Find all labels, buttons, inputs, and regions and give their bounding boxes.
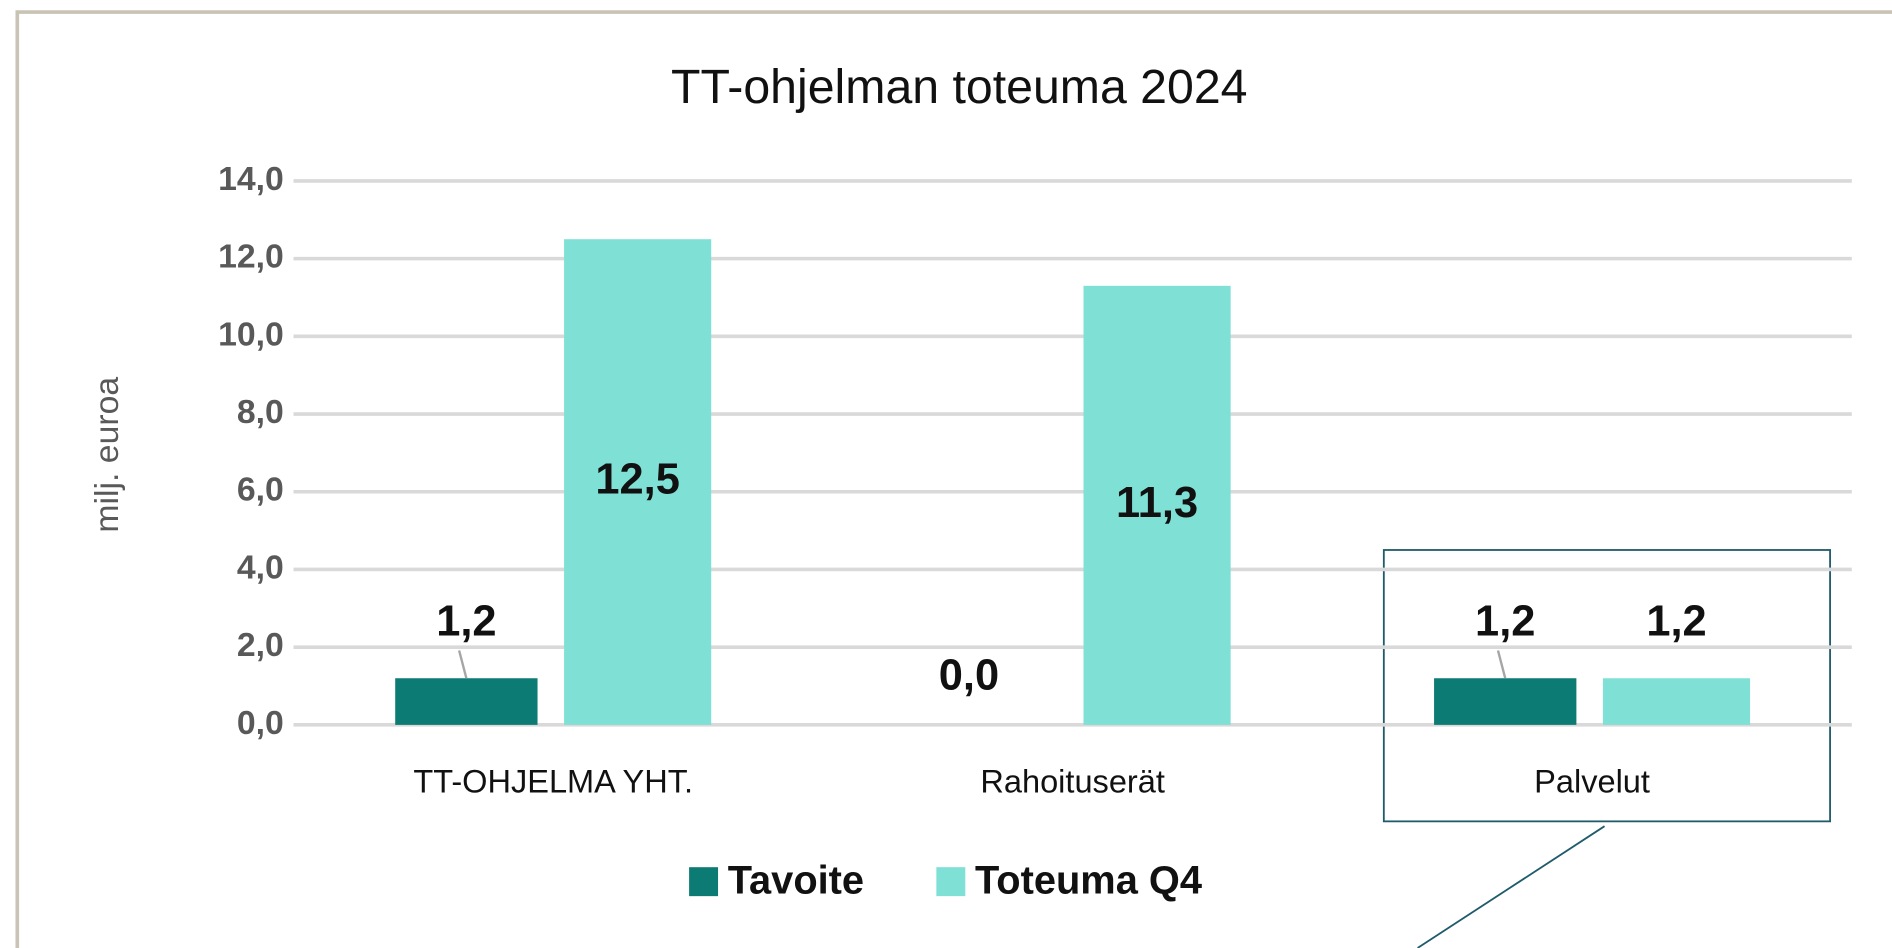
bar: [564, 239, 712, 725]
data-label: 12,5: [595, 456, 679, 504]
data-label: 1,2: [1646, 597, 1706, 645]
y-tick-label: 12,0: [218, 238, 284, 276]
leader-line: [1496, 650, 1507, 679]
chart-frame: [15, 10, 1892, 948]
data-label: 0,0: [939, 651, 999, 699]
legend-label: Toteuma Q4: [975, 858, 1202, 902]
x-tick-label: Palvelut: [1534, 764, 1650, 800]
chart-title: TT-ohjelman toteuma 2024: [671, 60, 1247, 114]
x-tick-label: TT-OHJELMA YHT.: [413, 764, 693, 800]
highlight-box: [1382, 549, 1831, 823]
legend-swatch: [936, 867, 966, 897]
y-tick-label: 6,0: [237, 471, 284, 509]
callout-line: [1417, 825, 1606, 948]
data-label: 1,2: [436, 597, 496, 645]
y-axis-label: milj. euroa: [88, 377, 126, 533]
y-tick-label: 8,0: [237, 393, 284, 431]
y-tick-label: 4,0: [237, 548, 284, 586]
data-label: 11,3: [1116, 479, 1198, 527]
legend-label: Tavoite: [728, 858, 864, 902]
legend-swatch: [689, 867, 719, 897]
x-tick-label: Rahoituserät: [980, 764, 1165, 800]
y-tick-label: 14,0: [218, 160, 284, 198]
y-tick-label: 10,0: [218, 315, 284, 353]
bar: [1434, 678, 1577, 725]
y-tick-label: 2,0: [237, 626, 284, 664]
y-tick-label: 0,0: [237, 704, 284, 742]
bar: [1602, 678, 1751, 725]
bar: [395, 678, 538, 725]
bar: [1083, 285, 1231, 725]
leader-line: [457, 650, 468, 679]
data-label: 1,2: [1475, 597, 1535, 645]
